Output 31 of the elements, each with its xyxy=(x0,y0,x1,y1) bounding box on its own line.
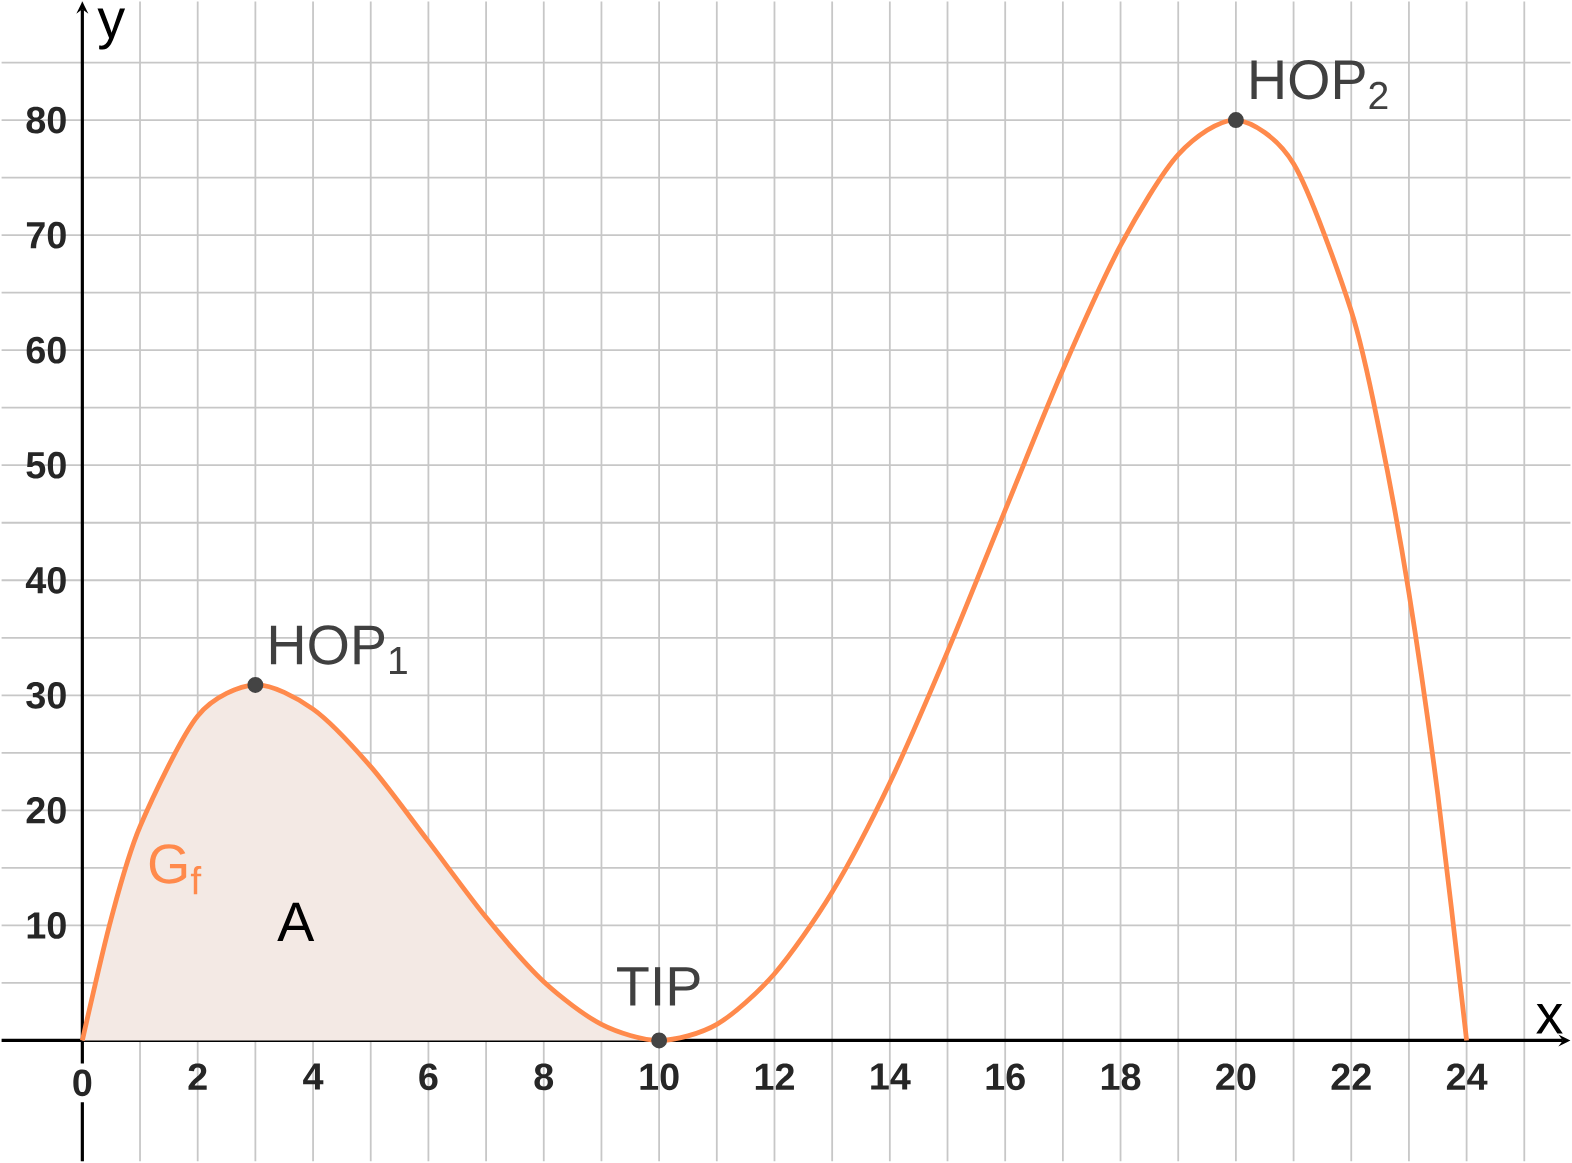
y-tick-label: 30 xyxy=(26,681,66,709)
x-tick-label: 24 xyxy=(1446,1063,1488,1090)
y-tick-label: 70 xyxy=(26,221,66,249)
x-tick-label: 4 xyxy=(303,1063,324,1090)
annotation: TIP xyxy=(617,967,700,1006)
x-tick-label: 6 xyxy=(419,1063,438,1091)
y-tick-label: 60 xyxy=(26,336,66,364)
x-tick-label: 0 xyxy=(73,1069,92,1097)
x-tick-label: 14 xyxy=(871,1063,911,1090)
x-tick-label: 12 xyxy=(755,1063,794,1090)
point xyxy=(651,1032,668,1049)
point xyxy=(247,677,264,693)
x-axis-title: x xyxy=(1536,1004,1563,1034)
annotation: HOP$_{2}$ xyxy=(1251,60,1388,110)
series-label: G$_{f}$ xyxy=(149,844,202,895)
y-tick-label: 80 xyxy=(26,106,66,134)
y-tick-label: 10 xyxy=(27,912,66,939)
x-tick-label: 18 xyxy=(1101,1063,1141,1091)
x-tick-label: 2 xyxy=(188,1063,207,1090)
y-tick-label: 50 xyxy=(26,451,66,479)
x-tick-label: 10 xyxy=(640,1063,679,1091)
annotation: HOP$_{1}$ xyxy=(270,625,407,675)
y-tick-label: 20 xyxy=(26,797,66,824)
series-label: A xyxy=(277,902,315,942)
x-tick-label: 20 xyxy=(1216,1063,1256,1091)
x-tick-label: 16 xyxy=(986,1063,1025,1091)
y-axis-title: y xyxy=(97,8,126,50)
x-tick-label: 8 xyxy=(534,1063,554,1091)
y-tick-label: 40 xyxy=(25,566,66,594)
x-tick-label: 22 xyxy=(1331,1063,1371,1090)
point xyxy=(1227,112,1244,129)
